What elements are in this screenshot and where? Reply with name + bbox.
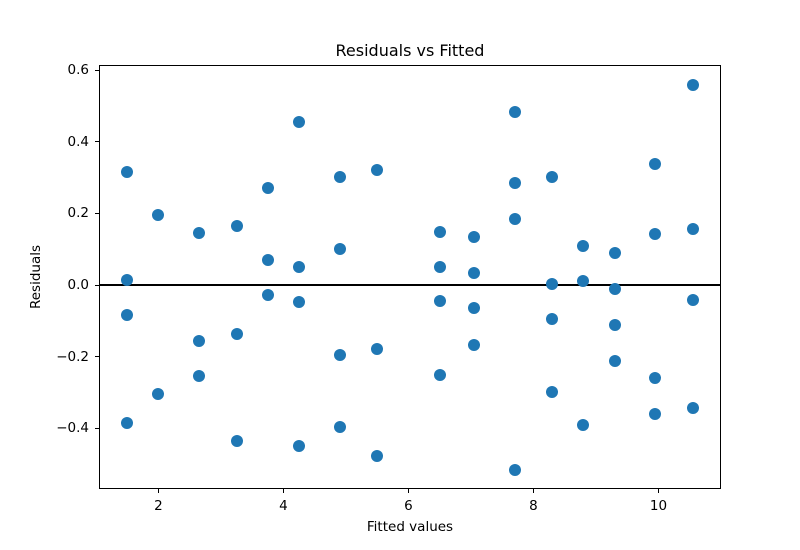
y-tick-label: −0.4 [56,420,89,437]
x-tick-label: 10 [649,498,668,514]
scatter-point [686,222,699,235]
x-tick-label: 2 [154,498,163,514]
scatter-point [468,302,481,315]
x-tick-label: 6 [404,498,413,514]
scatter-point [546,313,559,326]
scatter-point [608,318,621,331]
scatter-point [577,275,590,288]
scatter-point [649,371,662,384]
y-tick-label: 0.2 [67,205,89,222]
y-tick-mark [95,69,99,71]
y-tick-label: 0.6 [67,62,89,79]
y-tick-mark [95,212,99,214]
scatter-point [577,418,590,431]
x-tick-mark [157,489,159,493]
scatter-point [508,464,521,477]
scatter-point [433,225,446,238]
scatter-point [230,219,243,232]
scatter-point [121,416,134,429]
scatter-point [293,116,306,129]
y-tick-label: 0.0 [67,277,89,294]
scatter-point [608,282,621,295]
y-tick-mark [95,427,99,429]
scatter-point [293,260,306,273]
scatter-point [546,386,559,399]
scatter-point [468,231,481,244]
scatter-point [293,295,306,308]
scatter-point [468,338,481,351]
scatter-point [433,294,446,307]
scatter-point [230,327,243,340]
scatter-point [261,254,274,267]
scatter-point [508,177,521,190]
scatter-point [468,266,481,279]
x-tick-mark [407,489,409,493]
scatter-point [649,158,662,171]
scatter-point [546,170,559,183]
scatter-point [433,368,446,381]
zero-reference-line [99,284,721,286]
scatter-point [546,277,559,290]
scatter-point [433,260,446,273]
scatter-point [508,105,521,118]
scatter-point [608,354,621,367]
scatter-point [152,388,165,401]
scatter-point [121,166,134,179]
scatter-point [261,289,274,302]
y-tick-label: 0.4 [67,133,89,150]
scatter-point [371,450,384,463]
y-tick-label: −0.2 [56,348,89,365]
scatter-point [608,246,621,259]
y-tick-mark [95,356,99,358]
x-tick-mark [657,489,659,493]
chart-title: Residuals vs Fitted [335,41,485,60]
scatter-point [686,293,699,306]
scatter-point [230,435,243,448]
scatter-point [121,309,134,322]
x-tick-label: 8 [529,498,538,514]
scatter-point [333,171,346,184]
scatter-point [371,163,384,176]
plot-area [99,65,721,489]
scatter-point [193,334,206,347]
scatter-point [121,273,134,286]
scatter-point [686,79,699,92]
scatter-point [333,243,346,256]
scatter-point [152,208,165,221]
scatter-point [686,402,699,415]
scatter-point [508,213,521,226]
y-tick-mark [95,284,99,286]
x-axis-label: Fitted values [366,519,454,535]
y-tick-mark [95,141,99,143]
scatter-point [371,342,384,355]
scatter-point [649,407,662,420]
scatter-point [293,439,306,452]
scatter-point [261,181,274,194]
x-tick-mark [532,489,534,493]
scatter-point [333,421,346,434]
scatter-point [577,239,590,252]
x-tick-mark [282,489,284,493]
x-tick-label: 4 [279,498,288,514]
scatter-point [333,349,346,362]
scatter-point [193,226,206,239]
scatter-point [649,228,662,241]
scatter-point [193,369,206,382]
